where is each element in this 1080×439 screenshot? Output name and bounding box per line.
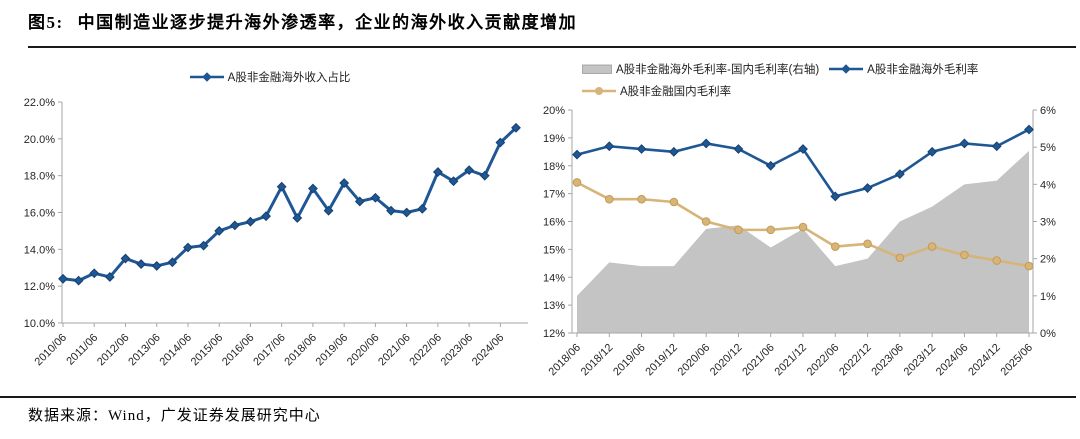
svg-text:2022/12: 2022/12 — [837, 342, 874, 379]
svg-text:3%: 3% — [1040, 217, 1056, 229]
svg-text:2021/06: 2021/06 — [740, 342, 777, 379]
svg-text:6%: 6% — [1040, 105, 1056, 117]
svg-text:1%: 1% — [1040, 291, 1056, 303]
svg-text:12%: 12% — [543, 328, 565, 340]
svg-text:2018/06: 2018/06 — [547, 342, 584, 379]
svg-text:2%: 2% — [1040, 254, 1056, 266]
figure-title-text: 中国制造业逐步提升海外渗透率，企业的海外收入贡献度增加 — [77, 13, 578, 32]
line-diamond-swatch-icon — [189, 72, 224, 82]
svg-text:2013/06: 2013/06 — [126, 332, 163, 369]
svg-text:17%: 17% — [543, 189, 565, 201]
legend-item-overseas-margin: A股非金融海外毛利率 — [829, 61, 978, 77]
svg-text:2025/06: 2025/06 — [999, 342, 1036, 379]
svg-text:2015/06: 2015/06 — [189, 332, 226, 369]
svg-text:2021/06: 2021/06 — [376, 332, 413, 369]
legend-item-margin-spread: A股非金融海外毛利率-国内毛利率(右轴) — [582, 61, 819, 77]
line-diamond-swatch-icon — [829, 64, 864, 74]
svg-text:19%: 19% — [543, 133, 565, 145]
svg-text:2014/06: 2014/06 — [157, 332, 194, 369]
overseas-revenue-share-plot: 10.0% 12.0% 14.0% 16.0% 18.0% 20.0% 22.0% 2010/… — [24, 97, 528, 369]
svg-text:2018/06: 2018/06 — [282, 332, 319, 369]
svg-text:2023/06: 2023/06 — [869, 342, 906, 379]
gross-margin-comparison-plot: 12% 13% 14% 15% 16% 17% 18% 19% 20% 0% 1% 2% 3% 4% 5% 6… — [543, 105, 1056, 379]
svg-text:2024/12: 2024/12 — [966, 342, 1003, 379]
svg-text:2017/06: 2017/06 — [251, 332, 288, 369]
line-circle-swatch-icon — [582, 87, 616, 95]
svg-text:16.0%: 16.0% — [24, 208, 55, 220]
svg-text:12.0%: 12.0% — [24, 281, 55, 293]
svg-text:2024/06: 2024/06 — [470, 332, 507, 369]
legend-label: A股非金融海外收入占比 — [227, 72, 351, 84]
svg-text:2016/06: 2016/06 — [220, 332, 257, 369]
svg-text:15%: 15% — [543, 244, 565, 256]
svg-text:2019/06: 2019/06 — [611, 342, 648, 379]
svg-text:2012/06: 2012/06 — [95, 332, 132, 369]
svg-text:2020/12: 2020/12 — [708, 342, 745, 379]
legend-label: A股非金融海外毛利率-国内毛利率(右轴) — [616, 64, 820, 76]
svg-text:20.0%: 20.0% — [24, 134, 55, 146]
legend-label: A股非金融海外毛利率 — [867, 64, 979, 76]
svg-text:18%: 18% — [543, 161, 565, 173]
legend-item-domestic-margin: A股非金融国内毛利率 — [582, 83, 731, 99]
svg-text:18.0%: 18.0% — [24, 171, 55, 183]
area-swatch-icon — [582, 64, 612, 74]
svg-text:2023/12: 2023/12 — [902, 342, 939, 379]
svg-text:2024/06: 2024/06 — [934, 342, 971, 379]
data-source: 数据来源：Wind，广发证券发展研究中心 — [28, 408, 321, 424]
svg-text:13%: 13% — [543, 300, 565, 312]
svg-text:2020/06: 2020/06 — [345, 332, 382, 369]
svg-text:14.0%: 14.0% — [24, 244, 55, 256]
svg-text:2019/06: 2019/06 — [314, 332, 351, 369]
svg-text:2022/06: 2022/06 — [805, 342, 842, 379]
svg-text:10.0%: 10.0% — [24, 318, 55, 330]
svg-text:4%: 4% — [1040, 179, 1056, 191]
svg-text:2021/12: 2021/12 — [773, 342, 810, 379]
figure-number: 图5: — [28, 13, 64, 32]
svg-text:20%: 20% — [543, 105, 565, 117]
svg-text:2020/06: 2020/06 — [676, 342, 713, 379]
svg-text:14%: 14% — [543, 272, 565, 284]
chart-overseas-revenue-share: A股非金融海外收入占比 10.0% 12.0% 14.0% 16.0% 18.0% 20.… — [0, 55, 540, 395]
legend-label: A股非金融国内毛利率 — [620, 86, 732, 98]
figure-title: 图5: 中国制造业逐步提升海外渗透率，企业的海外收入贡献度增加 — [28, 8, 577, 33]
top-divider — [28, 46, 1076, 48]
legend-item-overseas-revenue-share: A股非金融海外收入占比 — [189, 69, 351, 85]
svg-text:2011/06: 2011/06 — [64, 332, 100, 368]
svg-text:2019/12: 2019/12 — [643, 342, 680, 379]
svg-text:16%: 16% — [543, 217, 565, 229]
svg-text:22.0%: 22.0% — [24, 97, 55, 109]
svg-text:2023/06: 2023/06 — [439, 332, 476, 369]
svg-text:2010/06: 2010/06 — [33, 332, 70, 369]
chart2-legend: A股非金融海外毛利率-国内毛利率(右轴) A股非金融海外毛利率 A股非金融国内毛… — [582, 61, 1054, 99]
svg-text:5%: 5% — [1040, 142, 1056, 154]
svg-text:0%: 0% — [1040, 328, 1056, 340]
svg-text:2018/12: 2018/12 — [579, 342, 616, 379]
bottom-divider — [0, 396, 1076, 398]
svg-text:2022/06: 2022/06 — [407, 332, 444, 369]
chart-gross-margin-comparison: A股非金融海外毛利率-国内毛利率(右轴) A股非金融海外毛利率 A股非金融国内毛… — [540, 55, 1080, 395]
chart1-legend: A股非金融海外收入占比 — [0, 69, 540, 85]
